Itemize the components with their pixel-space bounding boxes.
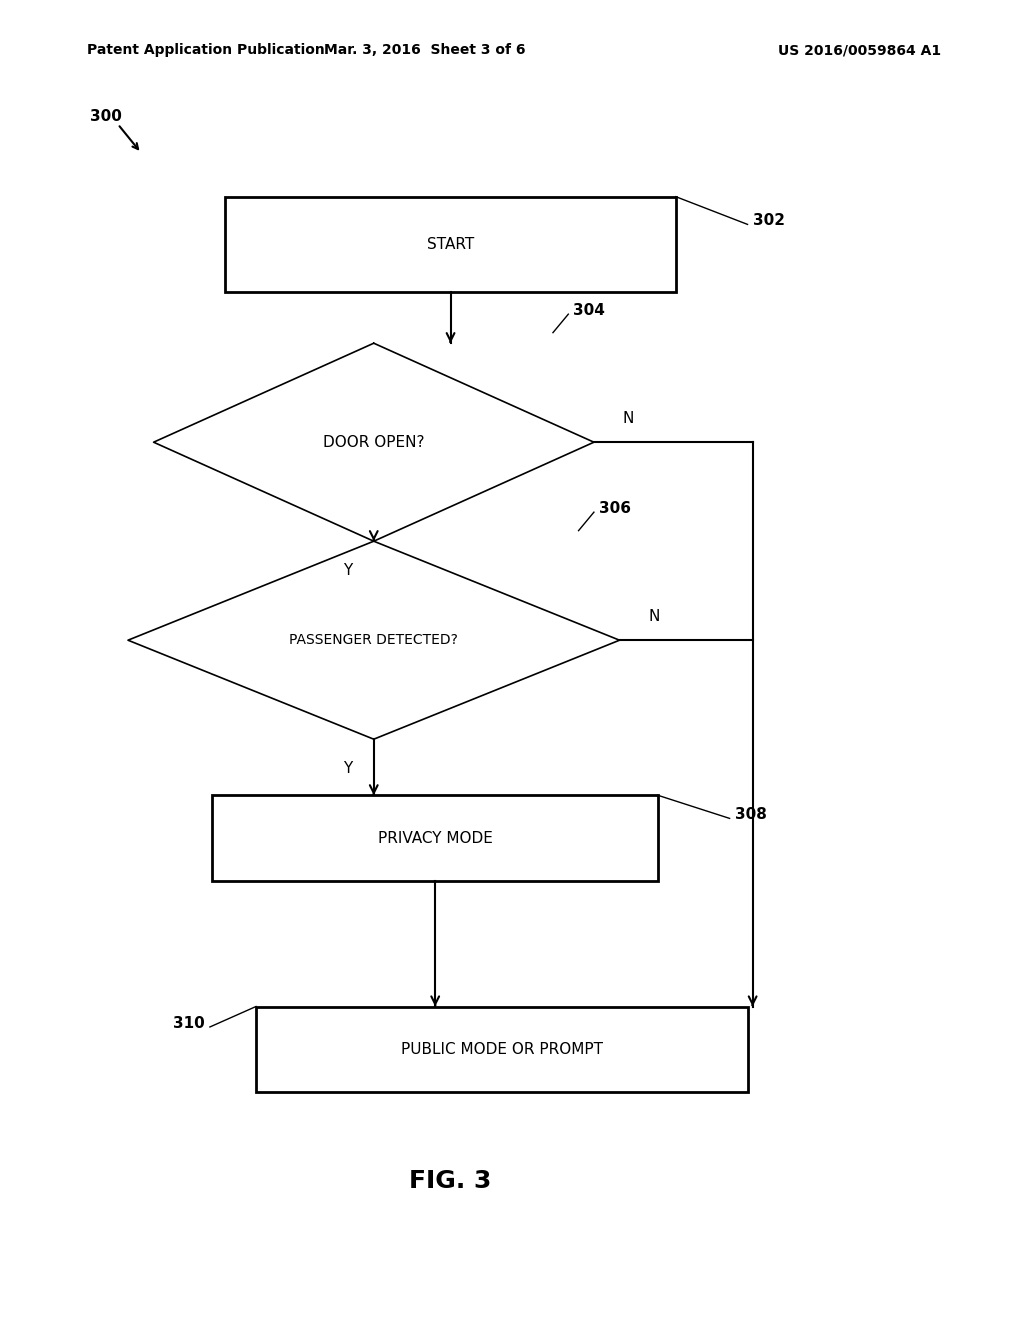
Text: Y: Y (343, 760, 353, 776)
Bar (225, 197, 676, 292)
Bar (256, 1006, 748, 1093)
Text: 300: 300 (90, 108, 122, 124)
Polygon shape (154, 343, 594, 541)
Text: FIG. 3: FIG. 3 (410, 1170, 492, 1193)
Text: 306: 306 (599, 500, 631, 516)
Text: PASSENGER DETECTED?: PASSENGER DETECTED? (290, 634, 458, 647)
Text: DOOR OPEN?: DOOR OPEN? (323, 434, 425, 450)
Polygon shape (128, 541, 620, 739)
Text: 304: 304 (573, 302, 605, 318)
Text: N: N (623, 411, 634, 426)
Text: Patent Application Publication: Patent Application Publication (87, 44, 325, 57)
Bar (213, 795, 657, 882)
Text: Mar. 3, 2016  Sheet 3 of 6: Mar. 3, 2016 Sheet 3 of 6 (325, 44, 525, 57)
Text: 310: 310 (173, 1015, 205, 1031)
Text: PRIVACY MODE: PRIVACY MODE (378, 830, 493, 846)
Text: START: START (427, 236, 474, 252)
Text: PUBLIC MODE OR PROMPT: PUBLIC MODE OR PROMPT (400, 1041, 603, 1057)
Text: US 2016/0059864 A1: US 2016/0059864 A1 (778, 44, 941, 57)
Text: Y: Y (343, 562, 353, 578)
Text: 308: 308 (734, 807, 767, 822)
Text: N: N (648, 609, 659, 624)
Text: 302: 302 (753, 213, 784, 228)
